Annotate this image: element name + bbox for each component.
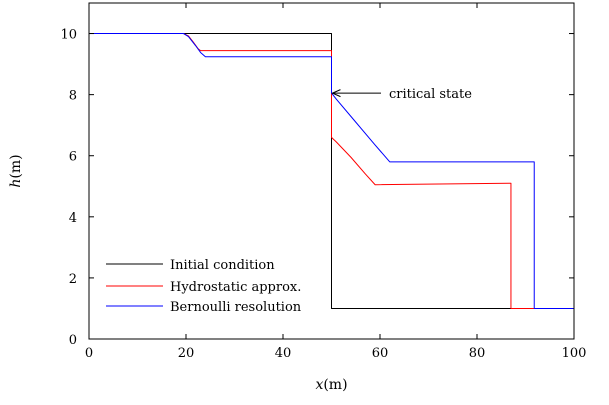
y-tick-label: 8: [69, 89, 77, 104]
x-tick-label: 60: [372, 346, 389, 361]
annotation-critical-state: critical state: [389, 87, 472, 102]
legend-label-bernoulli-resolution: Bernoulli resolution: [170, 300, 302, 315]
x-tick-label: 80: [469, 346, 486, 361]
x-axis-var: x: [315, 377, 323, 393]
series-layer: [89, 33, 574, 309]
y-tick-label: 6: [69, 150, 77, 165]
series-line-initial-condition: [89, 33, 574, 309]
x-axis-unit: (m): [323, 377, 347, 393]
annotation-arrow-head: [331, 89, 341, 98]
y-tick-label: 0: [69, 333, 77, 348]
y-tick-label: 4: [69, 211, 77, 226]
y-axis-var: h: [8, 179, 24, 188]
legend: Initial condition Hydrostatic approx. Be…: [106, 258, 302, 315]
ticks-layer: 0 20 40 60 80 100 0 2 4 6 8 10: [60, 3, 586, 361]
x-tick-label: 0: [85, 346, 93, 361]
y-axis-label: h(m): [8, 154, 24, 187]
x-tick-label: 20: [178, 346, 195, 361]
x-axis-label: x(m): [315, 377, 347, 393]
x-tick-label: 40: [275, 346, 292, 361]
legend-label-initial-condition: Initial condition: [170, 258, 275, 273]
plot-frame: [88, 2, 575, 340]
legend-label-hydrostatic-approx: Hydrostatic approx.: [170, 280, 301, 295]
y-axis-unit: (m): [8, 154, 24, 178]
y-tick-label: 2: [69, 272, 77, 287]
x-tick-label: 100: [562, 346, 587, 361]
y-tick-label: 10: [60, 28, 77, 43]
annotation-layer: critical state: [331, 87, 472, 102]
